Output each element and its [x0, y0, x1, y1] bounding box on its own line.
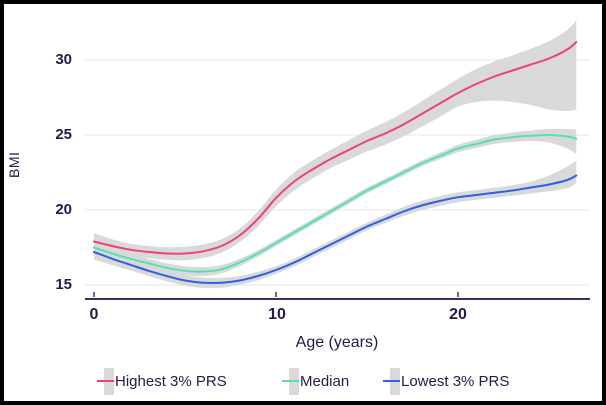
y-axis-title: BMI	[6, 151, 22, 179]
legend-key-lowest-prs	[383, 367, 400, 395]
legend: Highest 3% PRS Median Lowest 3% PRS	[4, 366, 602, 398]
legend-label-highest-prs: Highest 3% PRS	[115, 372, 227, 390]
y-tick-30: 30	[55, 51, 72, 68]
legend-label-lowest-prs: Lowest 3% PRS	[401, 372, 510, 390]
x-tick-20: 20	[449, 306, 467, 323]
plot-area	[85, 20, 590, 300]
x-tick-0: 0	[89, 306, 99, 323]
legend-key-median	[282, 367, 299, 395]
legend-line-icon	[383, 379, 400, 382]
legend-item-median: Median	[282, 366, 350, 396]
x-tick-10: 10	[268, 306, 286, 323]
legend-item-highest-prs: Highest 3% PRS	[97, 366, 227, 396]
legend-label-median: Median	[300, 372, 350, 390]
legend-line-icon	[282, 379, 299, 382]
legend-line-icon	[97, 379, 114, 382]
y-tick-15: 15	[55, 276, 72, 293]
legend-key-highest-prs	[97, 367, 114, 395]
y-tick-25: 25	[55, 126, 72, 143]
legend-item-lowest-prs: Lowest 3% PRS	[383, 366, 510, 396]
y-tick-20: 20	[55, 201, 72, 218]
x-axis-title: Age (years)	[295, 334, 379, 351]
